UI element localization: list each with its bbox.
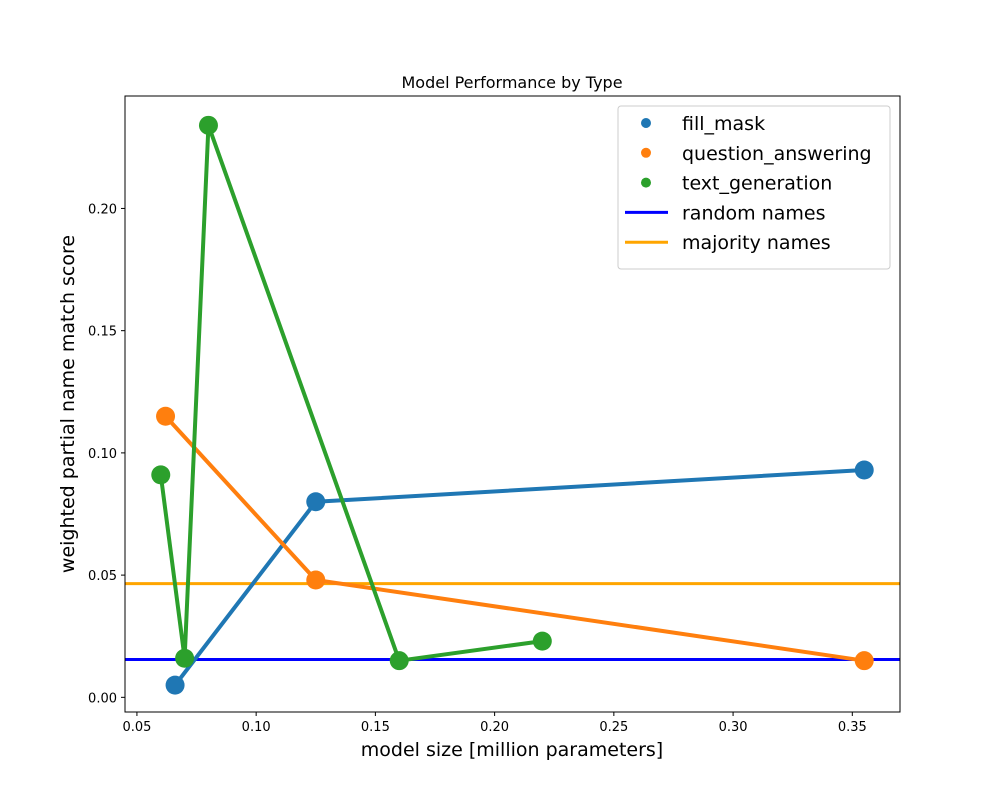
data-point-fill_mask-0	[165, 675, 185, 695]
legend-label-text_generation: text_generation	[682, 173, 832, 195]
plot-area: 0.05 0.10 0.15 0.20 0.25 0.30 0.35 0.00 0.05 0.10…	[88, 95, 901, 735]
data-point-text_generation-4	[532, 631, 552, 651]
plot-content	[125, 115, 900, 695]
x-tick-label-2: 0.15	[361, 720, 390, 735]
legend-marker-text_generation	[641, 177, 651, 188]
data-point-text_generation-0	[151, 465, 171, 485]
chart-title: Model Performance by Type	[401, 73, 622, 92]
legend-marker-fill_mask	[641, 118, 651, 128]
x-tick-label-6: 0.35	[838, 720, 867, 735]
data-point-fill_mask-2	[854, 460, 874, 480]
y-tick-label-2: 0.10	[88, 447, 117, 462]
plot-frame	[124, 95, 901, 713]
data-point-text_generation-2	[198, 115, 218, 135]
legend-box	[617, 105, 891, 270]
x-tick-label-4: 0.25	[599, 720, 628, 735]
y-axis-label: weighted partial name match score	[57, 235, 79, 573]
legend-label-random-names: random names	[682, 202, 826, 224]
data-point-question_answering-2	[854, 651, 874, 671]
x-tick-label-3: 0.20	[480, 720, 509, 735]
x-tick-label-5: 0.30	[719, 720, 748, 735]
x-axis-label: model size [million parameters]	[361, 739, 663, 761]
y-tick-label-3: 0.15	[88, 325, 117, 340]
y-tick-label-0: 0.00	[88, 691, 117, 706]
legend-label-question_answering: question_answering	[682, 143, 872, 165]
legend-marker-question_answering	[641, 147, 651, 158]
data-point-question_answering-1	[306, 570, 326, 590]
data-point-text_generation-1	[175, 648, 195, 668]
legend: fill_mask question_answering text_generati…	[617, 105, 891, 270]
legend-label-majority-names: majority names	[682, 232, 831, 254]
data-point-question_answering-0	[156, 406, 176, 426]
y-tick-label-1: 0.05	[88, 569, 117, 584]
legend-label-fill_mask: fill_mask	[682, 113, 765, 135]
y-tick-label-4: 0.20	[88, 202, 117, 217]
x-tick-label-0: 0.05	[122, 720, 151, 735]
data-point-fill_mask-1	[306, 492, 326, 512]
x-tick-label-1: 0.10	[242, 720, 271, 735]
data-point-text_generation-3	[389, 651, 409, 671]
